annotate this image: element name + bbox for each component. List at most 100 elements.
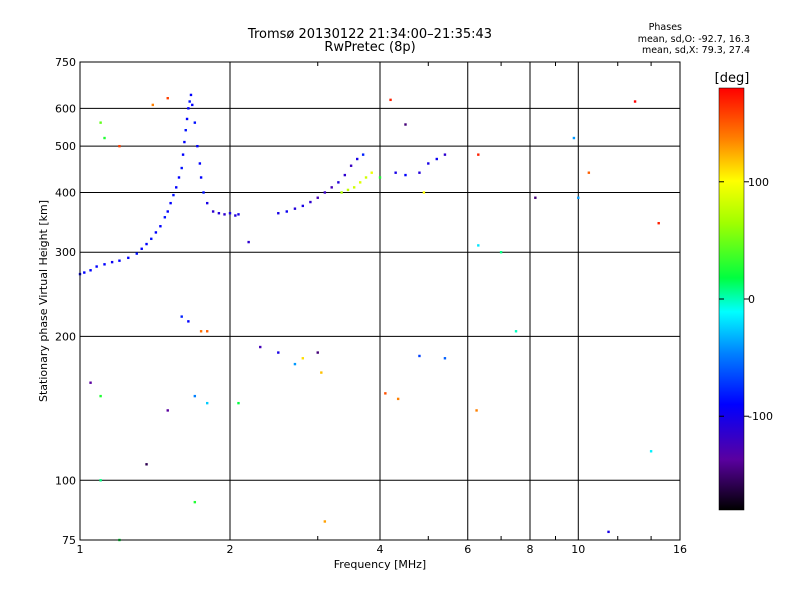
data-point: [364, 176, 368, 179]
data-point: [169, 201, 172, 205]
y-tick-label: 300: [55, 246, 76, 259]
data-point: [309, 200, 312, 204]
data-point: [180, 315, 183, 318]
plot-frame: [79, 61, 681, 541]
colorbar-tick-label: 100: [748, 176, 769, 189]
data-point: [135, 252, 138, 255]
data-point: [187, 320, 190, 323]
data-point: [199, 176, 203, 179]
data-point: [499, 251, 503, 254]
data-point: [247, 240, 250, 244]
data-point: [394, 171, 397, 174]
data-point: [358, 181, 362, 184]
data-point: [223, 213, 226, 216]
data-point: [166, 409, 169, 412]
data-point: [477, 153, 480, 156]
y-tick-label: 200: [55, 330, 76, 343]
y-tick-label: 400: [55, 186, 76, 199]
data-point: [323, 191, 327, 194]
data-point: [103, 136, 106, 140]
data-point: [183, 140, 186, 144]
data-point: [180, 166, 183, 170]
y-tick-label: 75: [62, 534, 76, 547]
data-point: [477, 244, 480, 247]
data-point: [234, 214, 237, 217]
data-point: [175, 186, 178, 189]
data-point: [633, 100, 637, 103]
data-point: [163, 216, 167, 219]
data-point: [151, 103, 155, 107]
data-point: [293, 207, 297, 210]
data-point: [198, 162, 202, 165]
data-point: [181, 153, 185, 156]
data-point: [193, 121, 197, 124]
data-point: [211, 210, 215, 213]
data-point: [205, 330, 209, 333]
y-tick-label: 600: [55, 102, 76, 115]
data-point: [277, 351, 280, 354]
data-point: [205, 201, 209, 205]
stats-title: Phases: [648, 22, 682, 33]
data-point: [285, 210, 288, 213]
data-point: [370, 171, 373, 174]
data-point: [99, 479, 102, 482]
data-point: [99, 394, 102, 398]
data-point: [95, 265, 98, 268]
data-point: [330, 186, 333, 189]
data-point: [118, 259, 121, 262]
data-point: [205, 401, 209, 405]
colorbar-label: [deg]: [715, 71, 750, 86]
data-point: [150, 237, 153, 241]
data-point: [323, 520, 327, 523]
data-point: [145, 463, 148, 466]
data-point: [514, 330, 518, 333]
x-tick-label: 4: [377, 543, 384, 556]
y-tick-label: 100: [55, 474, 76, 487]
data-point: [343, 173, 347, 177]
data-point: [337, 181, 340, 184]
data-point: [418, 354, 421, 358]
data-point: [188, 100, 191, 103]
data-point: [378, 176, 382, 179]
data-point: [83, 271, 86, 274]
data-point: [443, 153, 447, 156]
data-point: [172, 193, 175, 197]
y-axis-ticks: 75 100 200 300 400 500 600 750: [55, 56, 76, 547]
data-point: [361, 153, 365, 156]
data-point: [189, 93, 193, 97]
x-axis-ticks: 1 2 4 6 8 10 16: [77, 62, 687, 556]
data-point: [217, 212, 221, 215]
data-point: [301, 204, 305, 208]
data-point: [320, 371, 323, 374]
data-point: [404, 123, 407, 126]
y-tick-label: 500: [55, 140, 76, 153]
data-point: [418, 171, 421, 174]
data-point: [118, 144, 121, 148]
data-point: [184, 128, 187, 132]
data-point: [185, 117, 189, 121]
data-point: [202, 191, 205, 194]
colorbar-tick-label: -100: [748, 410, 773, 423]
colorbar-tick-label: 0: [748, 293, 755, 306]
data-point: [301, 357, 305, 360]
stats-o-mode: mean, sd,O: -92.7, 16.3: [637, 34, 750, 45]
data-point: [193, 500, 197, 504]
data-point: [389, 98, 392, 102]
data-point: [237, 401, 240, 405]
data-point: [355, 157, 359, 161]
data-point: [191, 103, 194, 107]
data-point: [427, 162, 430, 165]
data-point: [277, 212, 280, 215]
x-tick-label: 2: [227, 543, 234, 556]
data-point: [89, 381, 92, 384]
chart-subtitle: RwPretec (8p): [324, 40, 416, 55]
data-point: [404, 173, 407, 177]
x-tick-label: 6: [464, 543, 471, 556]
data-point: [166, 210, 169, 213]
stats-x-mode: mean, sd,X: 79.3, 27.4: [641, 45, 750, 56]
data-point: [475, 409, 478, 412]
data-point: [187, 107, 190, 110]
data-point: [534, 196, 537, 199]
data-point: [154, 231, 158, 234]
